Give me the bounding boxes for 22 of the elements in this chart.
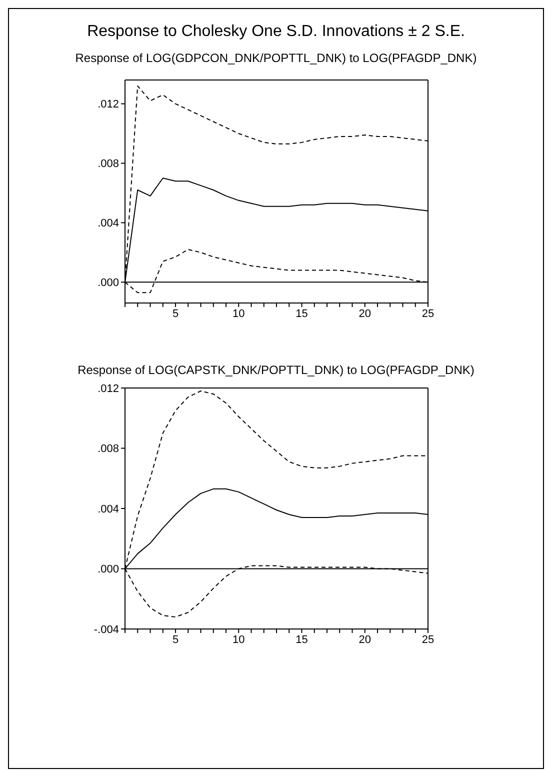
y-tick-label: .000 [98, 564, 119, 576]
y-tick-label: .008 [98, 158, 119, 170]
y-tick-label: .004 [98, 218, 119, 230]
y-tick-label: .008 [98, 443, 119, 456]
x-tick-label: 10 [232, 634, 245, 646]
chart-subtitle: Response of LOG(GDPCON_DNK/POPTTL_DNK) to LOG(PFAGDP_DNK) [74, 51, 478, 65]
x-tick-label: 20 [358, 634, 371, 646]
x-tick-label: 25 [422, 634, 434, 646]
y-tick-label: .012 [98, 382, 119, 395]
x-tick-label: 15 [296, 634, 308, 646]
x-tick-label: 25 [422, 308, 434, 320]
y-tick-label: .012 [98, 98, 119, 111]
chart-title: Response to Cholesky One S.D. Innovations ± 2 S.E. [86, 23, 466, 41]
y-tick-label: .004 [98, 503, 119, 516]
x-tick-label: 15 [296, 308, 308, 320]
chart-title: Response of LOG(CAPSTK_DNK/POPTTL_DNK) to LOG(PFAGDP_DNK) [76, 363, 476, 377]
y-tick-label: .000 [98, 277, 119, 290]
x-tick-label: 20 [358, 308, 371, 320]
y-tick-label: -.004 [94, 624, 119, 636]
x-tick-label: 10 [232, 308, 245, 320]
x-tick-label: 5 [172, 308, 179, 320]
x-tick-label: 5 [172, 634, 179, 646]
